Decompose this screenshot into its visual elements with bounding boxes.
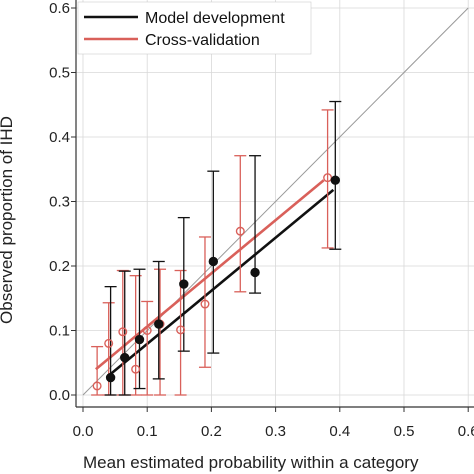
- cross-validation-point: [235, 226, 245, 236]
- cross-validation-point: [142, 326, 152, 336]
- cross-validation-error-bar: [154, 268, 167, 396]
- model-development-point: [208, 256, 219, 267]
- data-points: [92, 173, 341, 391]
- model-development-point: [179, 279, 189, 289]
- legend-label-model-development: Model development: [145, 10, 285, 27]
- model-development-point: [154, 319, 164, 329]
- cross-validation-fit-line: [95, 179, 325, 371]
- cross-validation-point: [104, 338, 114, 348]
- y-tick-label: 0.1: [49, 323, 70, 340]
- y-tick-label: 0.5: [49, 65, 70, 82]
- y-tick-label: 0.4: [49, 129, 70, 146]
- x-tick-label: 0.0: [73, 423, 94, 440]
- x-tick-label: 0.1: [137, 423, 158, 440]
- model-development-point: [105, 372, 116, 383]
- legend: Model development Cross-validation: [77, 1, 312, 55]
- axes: [71, 0, 474, 412]
- x-axis-title: Mean estimated probability within a cate…: [83, 453, 419, 472]
- fit-lines: [95, 179, 335, 377]
- cross-validation-point: [200, 299, 210, 309]
- y-tick-label: 0.2: [49, 258, 70, 275]
- cross-validation-error-bar: [321, 109, 334, 249]
- x-tick-label: 0.2: [201, 423, 222, 440]
- y-axis-title: Observed proportion of IHD: [0, 116, 16, 324]
- x-tick-label: 0.6: [458, 423, 474, 440]
- y-tick-label: 0.0: [49, 387, 70, 404]
- model-development-point: [120, 352, 130, 363]
- model-development-fit-line: [107, 188, 335, 377]
- cross-validation-error-bar: [198, 236, 211, 368]
- x-tick-label: 0.3: [265, 423, 286, 440]
- cross-validation-point: [118, 327, 128, 337]
- legend-box: [77, 1, 312, 55]
- cross-validation-error-bar: [174, 269, 187, 396]
- model-development-point: [330, 175, 341, 185]
- model-development-error-bar: [329, 100, 342, 250]
- cross-validation-point: [131, 364, 141, 374]
- legend-label-cross-validation: Cross-validation: [145, 32, 260, 49]
- cross-validation-error-bar: [234, 155, 247, 293]
- y-tick-label: 0.3: [49, 194, 70, 211]
- cross-validation-error-bar: [141, 300, 154, 396]
- model-development-error-bar: [118, 270, 131, 396]
- cross-validation-point: [176, 325, 186, 335]
- x-tick-label: 0.4: [329, 423, 350, 440]
- cross-validation-error-bar: [91, 345, 104, 396]
- model-development-point: [250, 267, 260, 278]
- y-tick-label: 0.6: [49, 0, 70, 17]
- model-development-point: [134, 334, 145, 345]
- cross-validation-point: [92, 381, 102, 391]
- x-tick-label: 0.5: [394, 423, 415, 440]
- tick-labels: 0.0 0.1 0.2 0.3 0.4 0.5 0.6 0.0 0.1 0.2 0.3 0.4 0.5 0…: [49, 0, 474, 440]
